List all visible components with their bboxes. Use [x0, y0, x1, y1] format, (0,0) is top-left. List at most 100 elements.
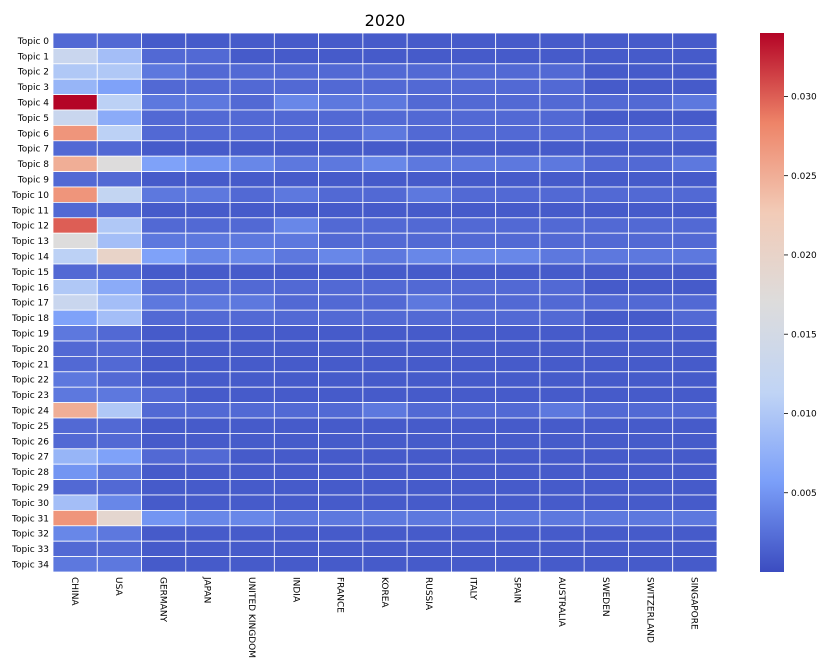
heatmap-cell	[318, 509, 364, 527]
heatmap-cell	[52, 355, 98, 373]
heatmap-cell	[185, 155, 231, 172]
heatmap-cell	[539, 263, 585, 280]
heatmap-cell	[450, 540, 497, 558]
heatmap-cell	[96, 371, 142, 388]
heatmap-cell	[96, 109, 142, 126]
heatmap-cell	[628, 355, 674, 373]
heatmap-cell	[406, 217, 452, 234]
row-label: Topic 3	[17, 83, 49, 93]
heatmap-cell	[672, 448, 718, 465]
heatmap-cell	[628, 540, 674, 558]
row-label: Topic 33	[11, 545, 49, 555]
heatmap-cell	[141, 201, 187, 219]
heatmap-cell	[450, 186, 497, 203]
heatmap-cell	[362, 340, 408, 357]
heatmap-cell	[628, 32, 674, 49]
heatmap-cell	[495, 386, 541, 404]
heatmap-cell	[583, 125, 629, 142]
heatmap-cell	[229, 309, 275, 327]
heatmap-cell	[362, 78, 408, 95]
heatmap-cell	[450, 432, 497, 450]
heatmap-cell	[318, 309, 364, 327]
heatmap-cell	[318, 63, 364, 80]
heatmap-cell	[318, 186, 364, 203]
heatmap-cell	[141, 263, 187, 280]
heatmap-cell	[141, 186, 187, 203]
heatmap-cell	[672, 48, 718, 65]
heatmap-cell	[672, 201, 718, 219]
heatmap-cell	[141, 448, 187, 465]
heatmap-cell	[495, 186, 541, 203]
heatmap-cell	[539, 48, 585, 65]
heatmap-cell	[539, 479, 585, 496]
heatmap-cell	[273, 94, 319, 111]
row-label: Topic 9	[17, 176, 49, 186]
heatmap-cell	[628, 525, 674, 542]
heatmap-cell	[495, 355, 541, 373]
heatmap-cell	[141, 386, 187, 404]
heatmap-cell	[495, 263, 541, 280]
heatmap-cell	[406, 48, 452, 65]
heatmap-cell	[185, 525, 231, 542]
heatmap-cell	[185, 556, 231, 573]
heatmap-cell	[628, 340, 674, 357]
heatmap-cell	[539, 294, 585, 311]
heatmap-cell	[450, 140, 497, 157]
heatmap-cell	[672, 217, 718, 234]
heatmap-cell	[406, 325, 452, 342]
heatmap-cell	[450, 94, 497, 111]
heatmap-cell	[185, 432, 231, 450]
heatmap-cell	[583, 63, 629, 80]
heatmap-cell	[583, 355, 629, 373]
heatmap-cell	[362, 48, 408, 65]
heatmap-cell	[672, 278, 718, 296]
heatmap-cell	[273, 48, 319, 65]
heatmap-cell	[672, 155, 718, 172]
heatmap-cell	[318, 78, 364, 95]
heatmap-cell	[672, 371, 718, 388]
heatmap-cell	[495, 248, 541, 265]
heatmap-cell	[52, 525, 98, 542]
heatmap-cell	[362, 155, 408, 172]
heatmap-cell	[450, 448, 497, 465]
heatmap-cell	[273, 63, 319, 80]
heatmap-cell	[450, 309, 497, 327]
heatmap-cell	[96, 432, 142, 450]
heatmap-cell	[141, 432, 187, 450]
heatmap-cell	[96, 479, 142, 496]
heatmap-cell	[450, 402, 497, 419]
heatmap-cell	[583, 540, 629, 558]
heatmap-cell	[96, 355, 142, 373]
heatmap-cell	[672, 556, 718, 573]
heatmap-cell	[229, 201, 275, 219]
heatmap-cell	[539, 355, 585, 373]
heatmap-cell	[362, 171, 408, 188]
heatmap-cell	[52, 417, 98, 434]
heatmap-cell	[450, 78, 497, 95]
heatmap-cell	[628, 48, 674, 65]
heatmap-cell	[406, 386, 452, 404]
heatmap-cell	[628, 78, 674, 95]
row-label: Topic 31	[11, 514, 49, 524]
heatmap-cell	[96, 78, 142, 95]
heatmap-cell	[318, 278, 364, 296]
heatmap-cell	[583, 417, 629, 434]
heatmap-cell	[52, 448, 98, 465]
heatmap-cell	[495, 78, 541, 95]
heatmap-cell	[628, 325, 674, 342]
heatmap-cell	[672, 463, 718, 481]
heatmap-cell	[273, 448, 319, 465]
heatmap-cell	[539, 402, 585, 419]
heatmap-cell	[583, 463, 629, 481]
heatmap-cell	[52, 556, 98, 573]
heatmap-cell	[273, 125, 319, 142]
colorbar-tick-label: 0.025	[791, 172, 817, 182]
heatmap-cell	[406, 78, 452, 95]
heatmap-cell	[318, 402, 364, 419]
column-label: INDIA	[290, 577, 300, 603]
heatmap-cell	[229, 371, 275, 388]
heatmap-cell	[362, 371, 408, 388]
heatmap-cell	[583, 448, 629, 465]
heatmap-cell	[539, 63, 585, 80]
heatmap-cell	[141, 278, 187, 296]
